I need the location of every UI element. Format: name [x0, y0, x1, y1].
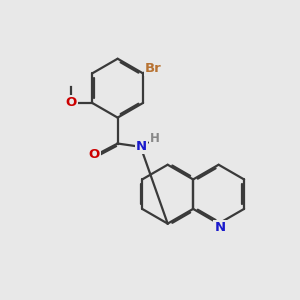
Text: Br: Br — [145, 61, 162, 75]
Text: H: H — [150, 132, 160, 145]
Text: O: O — [65, 96, 76, 110]
Text: O: O — [88, 148, 100, 161]
Text: N: N — [214, 220, 226, 234]
Text: N: N — [136, 140, 147, 153]
